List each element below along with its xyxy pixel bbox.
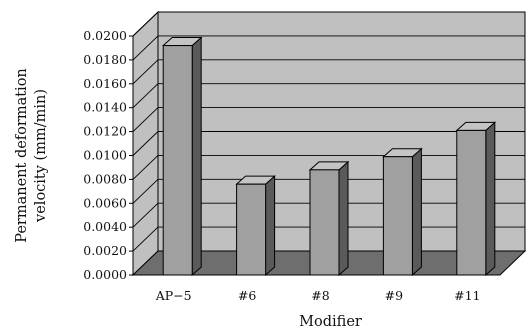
bar	[455, 121, 497, 277]
bar-side	[191, 36, 202, 277]
y-tick-label: 0.0140	[83, 100, 127, 115]
bar	[382, 147, 423, 277]
gridline	[132, 59, 525, 85]
x-tick-label: #9	[385, 288, 403, 303]
chart-bars	[161, 36, 497, 277]
y-axis-title-line-1: Permanent deformation	[14, 68, 30, 243]
gridline	[132, 131, 525, 156]
y-tick-label: 0.0100	[83, 148, 127, 163]
bar-front	[382, 156, 413, 276]
gridline	[132, 11, 525, 37]
y-tick-label: 0.0000	[83, 267, 127, 282]
gridline	[132, 35, 525, 61]
bar	[235, 175, 276, 277]
y-tick-label: 0.0040	[83, 219, 127, 234]
y-axis-title-line-2: velocity (mm/min)	[33, 89, 49, 223]
gridline	[132, 107, 525, 132]
bar-side	[485, 121, 496, 277]
gridline	[132, 83, 525, 109]
y-tick-label: 0.0060	[83, 195, 127, 210]
bar-front	[309, 169, 340, 276]
x-axis-title: Modifier	[299, 314, 362, 330]
bar-front	[456, 129, 487, 276]
bar-side	[411, 147, 422, 277]
bar	[308, 160, 350, 277]
x-tick-label: #8	[311, 288, 329, 303]
y-tick-label: 0.0180	[83, 52, 127, 67]
bar-front	[236, 183, 267, 276]
x-tick-label: AP−5	[155, 288, 192, 303]
x-tick-label: #6	[238, 288, 256, 303]
y-tick-label: 0.0160	[83, 76, 127, 91]
y-tick-label: 0.0120	[83, 124, 127, 139]
x-tick-label: #11	[454, 288, 480, 303]
bar	[161, 36, 203, 277]
y-axis-ticks: 0.0000 0.0020 0.0040 0.0060 0.0080 0.0100 0.01…	[83, 28, 134, 282]
y-tick-label: 0.0020	[83, 243, 127, 258]
x-axis-ticks: AP−5 #6 #8 #9 #11	[155, 288, 481, 303]
y-tick-label: 0.0200	[83, 28, 127, 43]
bar-front	[162, 45, 193, 276]
y-tick-label: 0.0080	[83, 171, 127, 186]
bar-side	[265, 175, 276, 277]
bar-side	[338, 160, 349, 277]
